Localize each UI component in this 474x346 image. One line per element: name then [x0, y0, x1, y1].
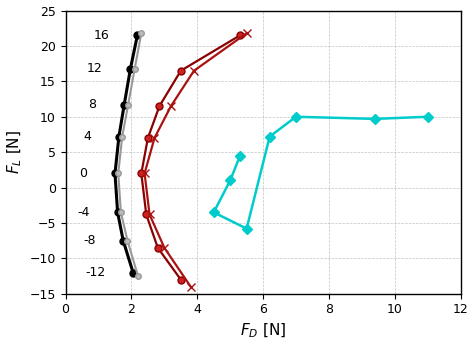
- Text: 16: 16: [94, 29, 109, 42]
- Text: -8: -8: [83, 234, 95, 247]
- Text: 0: 0: [79, 167, 87, 180]
- Text: -4: -4: [77, 206, 90, 219]
- Text: 8: 8: [89, 98, 96, 111]
- X-axis label: $F_D$ [N]: $F_D$ [N]: [240, 322, 286, 340]
- Y-axis label: $F_L$ [N]: $F_L$ [N]: [6, 130, 24, 174]
- Text: 12: 12: [87, 62, 103, 75]
- Text: -12: -12: [85, 266, 105, 279]
- Text: 4: 4: [83, 130, 91, 143]
